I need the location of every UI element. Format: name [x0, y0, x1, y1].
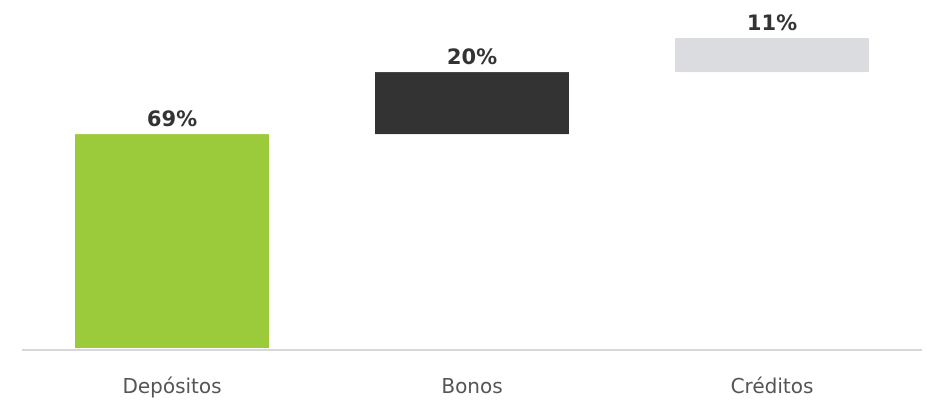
- category-label-bonos: Bonos: [441, 374, 502, 398]
- bar-creditos: [675, 38, 869, 73]
- bars-layer: [75, 38, 869, 348]
- category-label-depositos: Depósitos: [122, 374, 221, 398]
- value-label-creditos: 11%: [747, 11, 797, 35]
- labels-layer: 69% Depósitos 20% Bonos 11% Créditos: [122, 11, 813, 398]
- category-label-creditos: Créditos: [731, 374, 814, 398]
- bar-depositos: [75, 134, 269, 348]
- value-label-bonos: 20%: [447, 45, 497, 69]
- value-label-depositos: 69%: [147, 107, 197, 131]
- bar-bonos: [375, 72, 569, 135]
